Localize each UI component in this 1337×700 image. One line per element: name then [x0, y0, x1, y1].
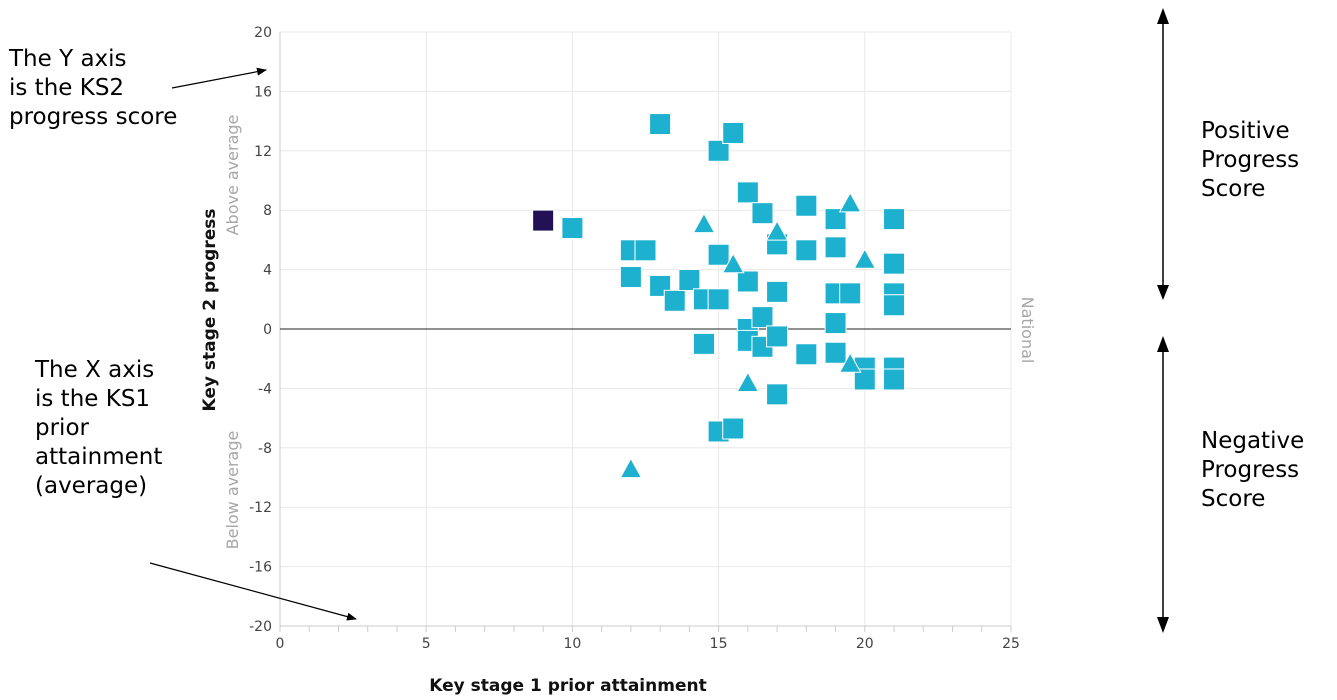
- square-point: [853, 368, 876, 391]
- square-point: [634, 239, 657, 262]
- square-point: [663, 289, 686, 312]
- square-point: [532, 209, 555, 232]
- square-point: [751, 306, 774, 329]
- square-point: [795, 239, 818, 262]
- square-point: [561, 217, 584, 240]
- y-tick-label: 16: [254, 84, 272, 100]
- y-tick-label: -4: [258, 381, 272, 397]
- square-point: [795, 194, 818, 217]
- square-point: [692, 332, 715, 355]
- y-tick-label: -16: [249, 560, 272, 576]
- data-points: [532, 113, 906, 479]
- square-point: [736, 270, 759, 293]
- triangle-point: [838, 191, 862, 213]
- positive-arrow-down-head: [1157, 285, 1169, 300]
- x-tick-label: 20: [856, 636, 874, 652]
- positive-arrow-up-head: [1157, 8, 1169, 24]
- triangle-point: [736, 371, 760, 393]
- x-tick-label: 10: [563, 636, 581, 652]
- square-point: [883, 252, 906, 275]
- y-axis-title: Key stage 2 progress: [200, 208, 220, 411]
- y-tick-label: 20: [254, 25, 272, 41]
- square-point: [824, 341, 847, 364]
- negative-arrow-up-head: [1157, 336, 1169, 352]
- negative-arrow-down-head: [1157, 617, 1169, 633]
- x-tick-label: 15: [710, 636, 728, 652]
- square-point: [883, 368, 906, 391]
- triangle-point: [838, 352, 862, 373]
- y-tick-label: -12: [249, 500, 272, 516]
- x-tick-label: 5: [422, 636, 431, 652]
- x-axis-pointer-arrow: [149, 562, 357, 621]
- y-axis-pointer-arrow: [171, 67, 267, 89]
- y-tick-label: -20: [249, 619, 272, 635]
- square-point: [678, 268, 701, 291]
- triangle-point: [853, 248, 877, 269]
- below-average-label: Below average: [223, 431, 242, 550]
- square-point: [795, 343, 818, 366]
- triangle-point: [619, 457, 643, 479]
- y-tick-label: -8: [258, 441, 272, 457]
- square-point: [883, 294, 906, 317]
- square-point: [883, 208, 906, 231]
- y-tick-label: 12: [254, 144, 272, 160]
- y-tick-label: 8: [263, 203, 272, 219]
- x-axis-title: Key stage 1 prior attainment: [429, 676, 706, 696]
- triangle-point: [721, 252, 745, 274]
- y-tick-label: 0: [263, 322, 272, 338]
- square-point: [766, 383, 789, 406]
- square-point: [766, 325, 789, 348]
- national-label: National: [1018, 297, 1037, 364]
- square-point: [839, 282, 862, 305]
- triangle-point: [765, 220, 789, 241]
- square-point: [824, 236, 847, 259]
- square-point: [751, 202, 774, 225]
- axes: 0 5 10 15 20 25 -20 -16 -12 -8 -4 0 4 8 12 16 20: [249, 25, 1020, 652]
- square-point: [766, 280, 789, 303]
- square-point: [736, 181, 759, 204]
- square-point: [707, 288, 730, 311]
- x-tick-label: 25: [1002, 636, 1020, 652]
- square-point: [707, 139, 730, 162]
- y-axis-note: The Y axis is the KS2 progress score: [9, 46, 178, 130]
- square-point: [649, 113, 672, 136]
- square-point: [824, 312, 847, 335]
- square-point: [824, 208, 847, 231]
- y-tick-label: 4: [263, 263, 272, 279]
- negative-progress-note: Negative Progress Score: [1201, 428, 1305, 512]
- above-average-label: Above average: [223, 115, 242, 236]
- x-axis-note: The X axis is the KS1 prior attainment (…: [35, 357, 163, 499]
- square-point: [707, 243, 730, 266]
- positive-progress-note: Positive Progress Score: [1201, 118, 1300, 202]
- annotation-arrows: [149, 8, 1169, 633]
- triangle-point: [692, 212, 716, 234]
- square-point: [722, 121, 745, 144]
- x-tick-label: 0: [276, 636, 285, 652]
- square-point: [722, 417, 745, 440]
- square-point: [619, 266, 642, 289]
